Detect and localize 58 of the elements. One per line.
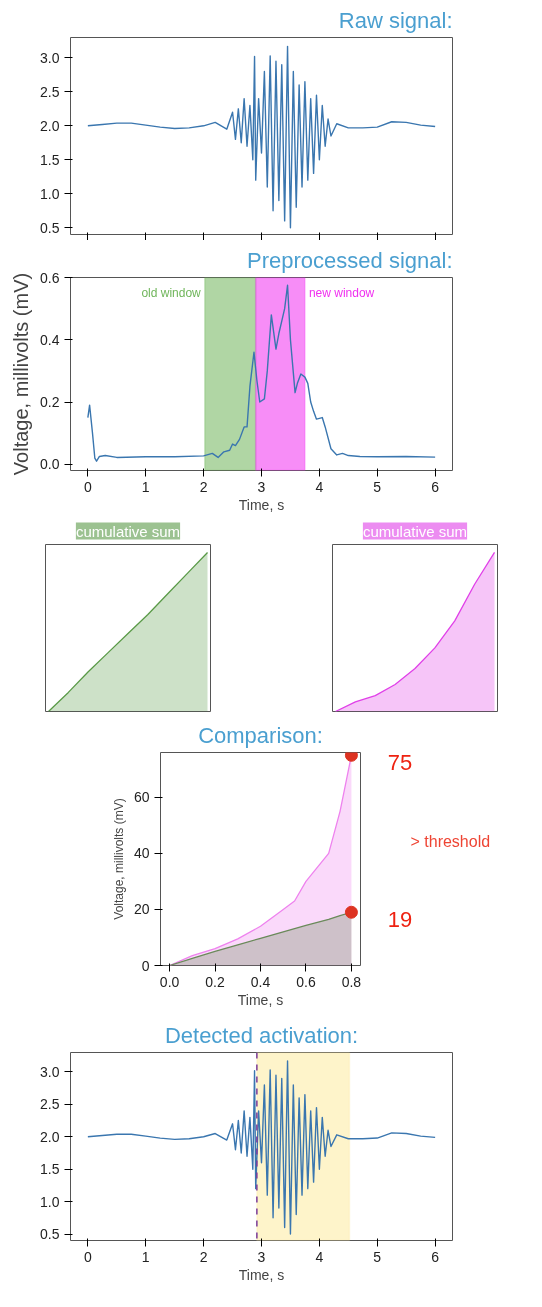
y-tick-label: 0.2: [40, 394, 60, 411]
y-tick-label: 3.0: [40, 1063, 60, 1080]
y-tick-label: 0.4: [40, 331, 60, 348]
band-label: new window: [308, 285, 375, 300]
x-tick-label: 2: [199, 478, 208, 495]
x-tick-label: 0.4: [250, 973, 271, 990]
x-tick-label: 0: [83, 478, 92, 495]
y-tick-label: 0.5: [40, 219, 60, 236]
x-tick-label: 6: [431, 478, 440, 495]
y-axis-title: Voltage, millivolts (mV): [10, 272, 33, 476]
x-tick-label: 0.8: [341, 973, 362, 990]
y-tick-label: 1.5: [40, 151, 60, 168]
text: > threshold: [410, 833, 491, 850]
x-tick-label: 3: [257, 478, 266, 495]
chart-title: cumulative sum: [362, 522, 468, 540]
x-tick-label: 6: [431, 1248, 440, 1265]
y-tick-label: 0.6: [40, 269, 60, 286]
x-tick-label: 2: [199, 1248, 208, 1265]
x-tick-label: 1: [141, 478, 150, 495]
y-tick-label: 40: [133, 845, 150, 862]
data-label: 75: [387, 750, 413, 776]
y-axis-title: Voltage, millivolts (mV): [111, 798, 126, 920]
y-tick-label: 60: [133, 789, 150, 806]
y-tick-label: 1.5: [40, 1161, 60, 1178]
y-tick-label: 0.5: [40, 1226, 60, 1243]
y-tick-label: 2.0: [40, 1128, 60, 1145]
data-label: 19: [387, 907, 413, 933]
y-tick-label: 2.0: [40, 117, 60, 134]
y-tick-label: 2.5: [40, 1096, 60, 1113]
line-series: [87, 284, 436, 462]
y-tick-label: 3.0: [40, 49, 60, 66]
y-tick-label: 20: [133, 901, 150, 918]
x-tick-label: 4: [315, 478, 324, 495]
x-tick-label: 0.0: [159, 973, 180, 990]
x-axis-title: Time, s: [238, 496, 285, 513]
x-tick-label: 0.2: [205, 973, 225, 990]
x-tick-label: 5: [373, 478, 382, 495]
x-axis-title: Time, s: [238, 1266, 285, 1283]
chart-title: Raw signal:: [338, 7, 453, 33]
chart-title: Detected activation:: [164, 1022, 359, 1048]
chart-title: cumulative sum: [75, 522, 181, 540]
chart-title: Comparison:: [198, 722, 323, 748]
line-series: [87, 45, 436, 229]
x-axis-title: Time, s: [237, 991, 284, 1008]
x-tick-label: 0: [83, 1248, 92, 1265]
x-tick-label: 5: [373, 1248, 382, 1265]
x-tick-label: 3: [257, 1248, 266, 1265]
y-tick-label: 1.0: [40, 1193, 60, 1210]
band-label: old window: [141, 285, 202, 300]
x-tick-label: 1: [141, 1248, 150, 1265]
y-tick-label: 2.5: [40, 83, 60, 100]
y-tick-label: 0: [141, 957, 150, 974]
x-tick-label: 0.6: [296, 973, 316, 990]
x-tick-label: 4: [315, 1248, 324, 1265]
y-tick-label: 1.0: [40, 185, 60, 202]
chart-title: Preprocessed signal:: [247, 247, 453, 273]
line-series: [87, 1060, 436, 1235]
y-tick-label: 0.0: [40, 456, 60, 473]
